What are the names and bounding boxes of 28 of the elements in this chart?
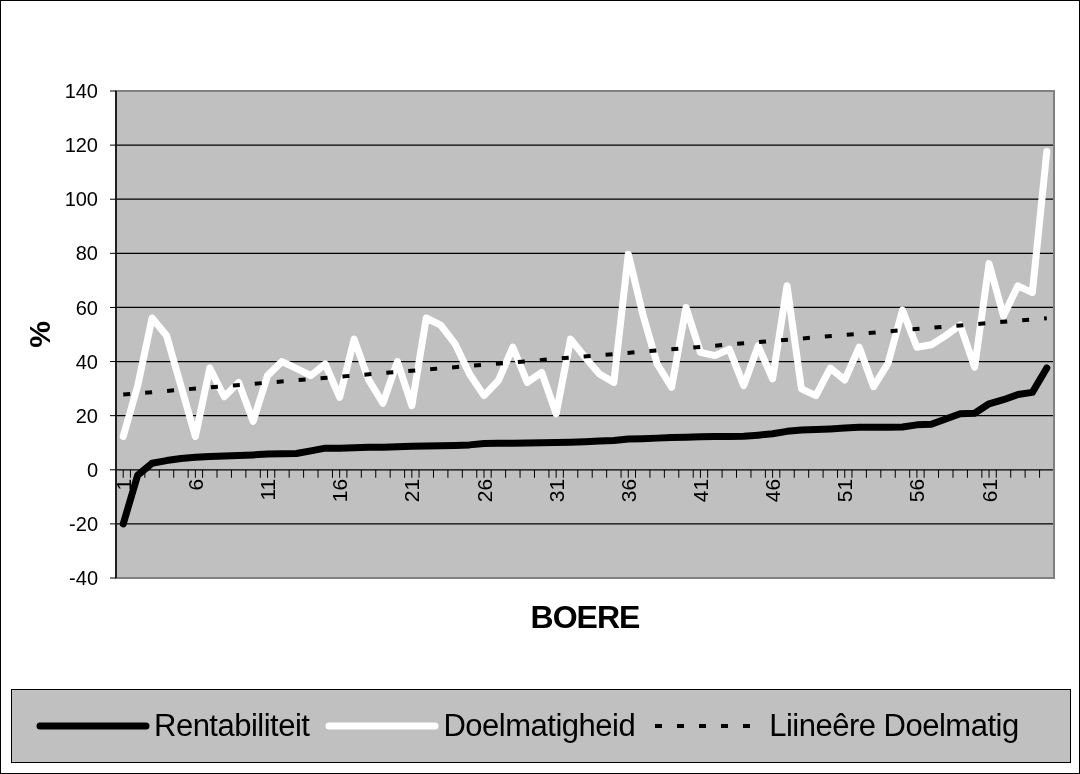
x-axis-title: BOERE	[530, 599, 641, 635]
x-tick-label: 11	[256, 478, 280, 501]
y-axis-title: %	[22, 321, 56, 348]
x-tick-label: 26	[472, 478, 496, 503]
y-tick-label: 60	[75, 296, 98, 319]
legend-label: Doelmatigheid	[443, 708, 636, 744]
y-tick-label: 20	[75, 404, 98, 427]
y-tick-label: 80	[75, 242, 98, 265]
x-tick-label: 1	[111, 478, 135, 491]
y-tick-label: 120	[64, 134, 98, 157]
y-tick-label: 100	[64, 188, 98, 211]
x-tick-label: 6	[183, 478, 207, 491]
x-tick-label: 61	[977, 478, 1001, 503]
x-tick-label: 31	[544, 478, 568, 503]
y-tick-label: 0	[86, 458, 98, 481]
x-tick-label: 21	[400, 478, 424, 503]
legend-label: Liineêre Doelmatig	[769, 708, 1019, 744]
y-tick-label: 140	[64, 80, 98, 103]
x-tick-label: 41	[689, 478, 713, 503]
x-tick-label: 51	[833, 478, 857, 503]
x-tick-label: 46	[761, 478, 785, 503]
x-tick-label: 16	[328, 478, 352, 503]
x-tick-label: 56	[905, 478, 929, 503]
y-tick-label: -40	[69, 567, 98, 590]
legend-label: Rentabiliteit	[154, 708, 310, 744]
y-tick-label: 40	[75, 350, 98, 373]
y-tick-label: -20	[69, 512, 98, 535]
x-tick-label: 36	[616, 478, 640, 503]
